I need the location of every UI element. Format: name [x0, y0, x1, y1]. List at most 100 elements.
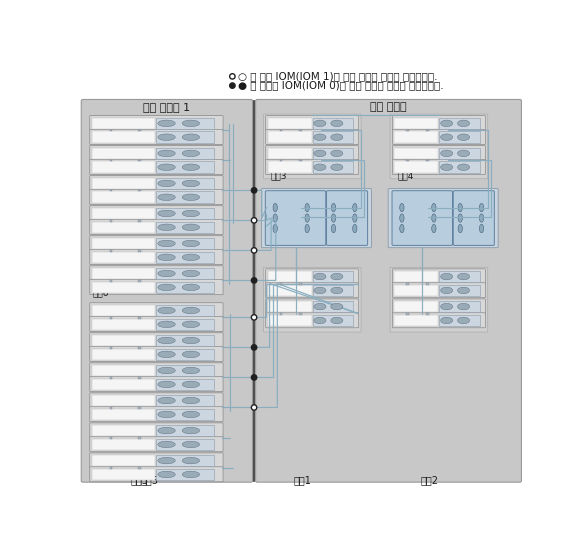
FancyBboxPatch shape — [90, 220, 223, 234]
Bar — [138, 437, 141, 439]
Ellipse shape — [182, 164, 199, 170]
Ellipse shape — [158, 254, 175, 260]
Ellipse shape — [331, 287, 343, 294]
Ellipse shape — [457, 120, 470, 127]
Ellipse shape — [457, 273, 470, 280]
Bar — [92, 161, 155, 173]
FancyBboxPatch shape — [266, 313, 359, 328]
Bar — [138, 377, 141, 379]
FancyBboxPatch shape — [90, 406, 223, 422]
FancyBboxPatch shape — [392, 129, 486, 144]
Ellipse shape — [331, 150, 343, 156]
Ellipse shape — [182, 194, 199, 201]
FancyBboxPatch shape — [90, 159, 223, 175]
Bar — [313, 118, 353, 129]
Text: ○ 맨 위의 IOM(IOM 1)에 대한 케이블 연결을 나타냅니다.: ○ 맨 위의 IOM(IOM 1)에 대한 케이블 연결을 나타냅니다. — [238, 71, 437, 81]
Bar — [109, 317, 112, 319]
Ellipse shape — [440, 150, 453, 156]
Ellipse shape — [440, 120, 453, 127]
Ellipse shape — [182, 351, 199, 358]
Ellipse shape — [158, 307, 175, 314]
Ellipse shape — [182, 321, 199, 327]
Bar — [439, 161, 480, 173]
Ellipse shape — [314, 164, 326, 170]
FancyBboxPatch shape — [266, 269, 359, 284]
Bar — [268, 285, 312, 296]
Text: 체인3: 체인3 — [270, 171, 287, 180]
Bar — [109, 347, 112, 348]
Ellipse shape — [182, 471, 199, 478]
Ellipse shape — [182, 180, 199, 187]
FancyBboxPatch shape — [90, 176, 223, 191]
FancyBboxPatch shape — [390, 267, 487, 332]
Bar — [156, 281, 214, 293]
Ellipse shape — [457, 304, 470, 310]
Bar — [92, 365, 155, 376]
Ellipse shape — [457, 134, 470, 140]
Bar — [156, 222, 214, 233]
Ellipse shape — [457, 150, 470, 156]
FancyBboxPatch shape — [266, 145, 359, 161]
Circle shape — [251, 187, 257, 193]
Ellipse shape — [331, 120, 343, 127]
FancyBboxPatch shape — [90, 249, 223, 265]
Bar — [109, 220, 112, 222]
Bar — [92, 118, 155, 129]
FancyBboxPatch shape — [388, 189, 498, 248]
Ellipse shape — [158, 351, 175, 358]
Bar — [156, 208, 214, 219]
FancyBboxPatch shape — [266, 129, 359, 144]
Ellipse shape — [158, 134, 175, 140]
Ellipse shape — [332, 214, 336, 222]
Ellipse shape — [314, 150, 326, 156]
Bar — [268, 148, 312, 159]
Bar — [406, 159, 409, 161]
FancyBboxPatch shape — [392, 283, 486, 298]
Ellipse shape — [458, 214, 462, 222]
Bar — [313, 161, 353, 173]
Bar — [109, 159, 112, 161]
Ellipse shape — [479, 214, 484, 222]
Bar — [138, 280, 141, 281]
Bar — [109, 129, 112, 132]
FancyBboxPatch shape — [90, 129, 223, 144]
Bar — [268, 301, 312, 312]
Text: ● 맨 아래의 IOM(IOM 0)에 대한 케이블 연결을 나타냅니다.: ● 맨 아래의 IOM(IOM 0)에 대한 케이블 연결을 나타냅니다. — [238, 81, 443, 91]
Bar — [92, 132, 155, 143]
FancyBboxPatch shape — [90, 266, 223, 281]
FancyBboxPatch shape — [392, 191, 453, 246]
Bar — [138, 159, 141, 161]
FancyBboxPatch shape — [90, 347, 223, 362]
FancyBboxPatch shape — [392, 145, 486, 161]
Ellipse shape — [158, 150, 175, 156]
Bar — [156, 379, 214, 390]
Bar — [439, 271, 480, 282]
Text: 확장 캐비닛 1: 확장 캐비닛 1 — [143, 102, 191, 112]
Bar — [109, 377, 112, 379]
FancyBboxPatch shape — [262, 189, 372, 248]
Bar — [439, 301, 480, 312]
Ellipse shape — [182, 411, 199, 418]
FancyBboxPatch shape — [392, 116, 486, 131]
Bar — [156, 252, 214, 263]
Bar — [395, 118, 438, 129]
Bar — [313, 148, 353, 159]
Ellipse shape — [440, 304, 453, 310]
Bar — [156, 395, 214, 406]
Bar — [280, 159, 282, 161]
Bar — [299, 129, 302, 132]
FancyBboxPatch shape — [90, 333, 223, 348]
Text: 체인2: 체인2 — [420, 475, 439, 485]
Ellipse shape — [182, 284, 199, 291]
Ellipse shape — [314, 273, 326, 280]
Bar — [406, 129, 409, 132]
Ellipse shape — [182, 134, 199, 140]
FancyBboxPatch shape — [90, 423, 223, 438]
Circle shape — [251, 315, 257, 320]
FancyBboxPatch shape — [263, 114, 361, 179]
Text: 체인4: 체인4 — [397, 171, 413, 180]
Bar — [156, 238, 214, 249]
Ellipse shape — [158, 120, 175, 127]
Bar — [92, 409, 155, 420]
Ellipse shape — [331, 134, 343, 140]
